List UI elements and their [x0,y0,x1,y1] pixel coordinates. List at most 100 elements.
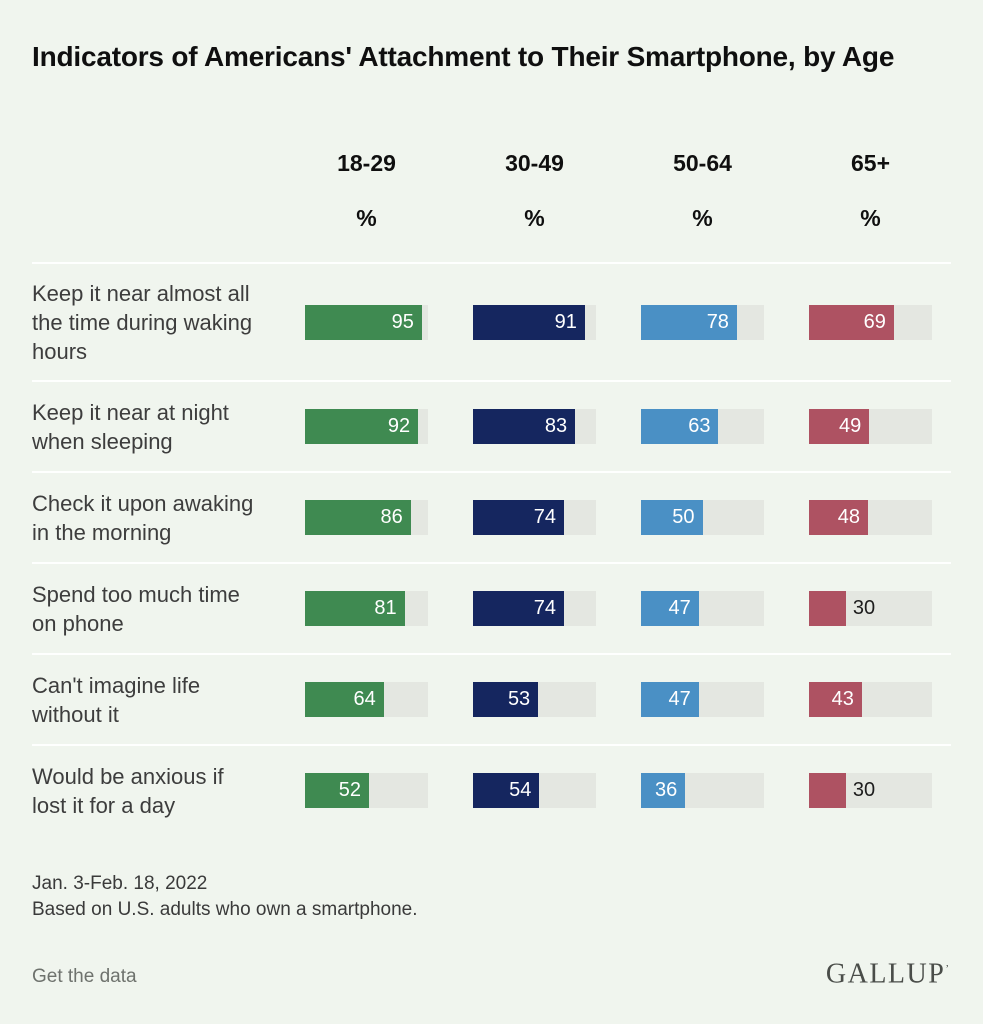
column-headers: 18-29 % 30-49 % 50-64 % 65+ % [32,150,951,232]
column-label: 50-64 [673,150,732,176]
bar-65-plus: 30 [809,591,932,626]
bar-65-plus: 49 [809,409,932,444]
bar-value-label: 36 [655,779,678,801]
bottom-bar: Get the data GALLUP’ [32,955,951,988]
bar-fill: 47 [641,682,699,717]
gallup-logo: GALLUP’ [826,955,949,988]
bar-value-label: 52 [338,779,361,801]
chart-title: Indicators of Americans' Attachment to T… [32,41,895,72]
bar-30-49: 83 [473,409,596,444]
bar-fill: 30 [809,773,875,808]
bar-50-64: 47 [641,591,764,626]
bar-50-64: 47 [641,682,764,717]
survey-date: Jan. 3-Feb. 18, 2022 [32,873,208,894]
bar-fill: 92 [305,409,419,444]
bar-fill: 36 [641,773,686,808]
survey-note: Based on U.S. adults who own a smartphon… [32,899,418,920]
bar-18-29: 86 [305,500,428,535]
chart-row-keep-near-waking: Keep it near almost all the time during … [32,262,951,380]
bar-fill: 78 [641,304,737,340]
bar-fill: 52 [305,773,369,808]
get-the-data-link[interactable]: Get the data [32,966,137,988]
bar-fill: 91 [473,304,585,340]
percent-sign: % [692,205,713,231]
bar-fill: 95 [305,304,422,340]
bar-50-64: 50 [641,500,764,535]
bar-fill: 74 [473,500,565,535]
bar-value-label: 91 [554,310,577,333]
bar-value-label: 30 [852,597,876,619]
gallup-logo-text: GALLUP [825,958,946,990]
column-label: 65+ [850,150,890,176]
bar-fill: 50 [641,500,703,535]
bar-value-label: 83 [544,415,568,437]
bar-65-plus: 30 [809,773,932,808]
bar-50-64: 78 [641,304,764,340]
row-label: Would be anxious if lost it for a day [32,763,224,818]
bar-18-29: 92 [305,409,428,444]
bar-value-label: 78 [706,310,729,333]
chart-body: Keep it near almost all the time during … [32,262,951,835]
bar-30-49: 74 [473,591,596,626]
percent-sign: % [860,205,881,231]
chart-footnote: Jan. 3-Feb. 18, 2022 Based on U.S. adult… [32,871,951,923]
bar-fill: 64 [305,682,384,717]
chart-row-keep-near-night: Keep it near at night when sleeping 92 8… [32,380,951,471]
bar-value-label: 30 [852,779,876,801]
bar-fill: 48 [809,500,869,535]
bar-value-label: 43 [831,688,854,710]
row-label: Spend too much time on phone [32,581,240,636]
column-header-50-64: 50-64 % [641,150,764,232]
bar-value-label: 74 [533,506,557,528]
bar-value-label: 54 [509,779,532,801]
row-label: Check it upon awaking in the morning [32,490,254,545]
bar-65-plus: 48 [809,500,932,535]
bar-fill: 63 [641,409,719,444]
gallup-trademark-mark: ’ [945,963,949,975]
bar-value-label: 81 [374,597,397,619]
bar-18-29: 52 [305,773,428,808]
bar-30-49: 91 [473,304,596,340]
column-label: 30-49 [505,150,564,176]
bar-65-plus: 69 [809,304,932,340]
bar-30-49: 74 [473,500,596,535]
bar-fill: 49 [809,409,870,444]
bar-fill: 81 [305,591,405,626]
bar-value-label: 69 [863,310,886,333]
bar-fill: 47 [641,591,699,626]
bar-value-label: 74 [533,597,557,619]
column-header-30-49: 30-49 % [473,150,596,232]
bar-fill: 54 [473,773,540,808]
header-spacer [32,150,260,232]
chart-row-cant-imagine-life: Can't imagine life without it 64 53 47 4… [32,653,951,744]
bar-fill: 43 [809,682,862,717]
bar-fill: 30 [809,591,875,626]
bar-18-29: 64 [305,682,428,717]
bar-65-plus: 43 [809,682,932,717]
percent-sign: % [356,205,377,231]
bar-value-label: 47 [668,688,691,710]
bar-fill: 86 [305,500,411,535]
bar-value-label: 53 [507,688,531,710]
column-label: 18-29 [337,150,396,176]
bar-50-64: 36 [641,773,764,808]
chart-row-check-upon-awaking: Check it upon awaking in the morning 86 … [32,471,951,562]
column-header-18-29: 18-29 % [305,150,428,232]
bar-value-label: 48 [837,506,861,528]
percent-sign: % [524,205,545,231]
row-label: Can't imagine life without it [32,672,201,727]
bar-value-label: 49 [839,415,862,437]
bar-18-29: 81 [305,591,428,626]
bar-value-label: 95 [391,310,414,333]
chart-row-too-much-time: Spend too much time on phone 81 74 47 30 [32,562,951,653]
bar-30-49: 53 [473,682,596,717]
bar-fill: 69 [809,304,894,340]
bar-value-label: 86 [380,506,403,528]
bar-50-64: 63 [641,409,764,444]
row-label: Keep it near almost all the time during … [32,280,253,364]
chart-row-anxious-if-lost: Would be anxious if lost it for a day 52… [32,744,951,835]
bar-value-label: 92 [387,415,411,437]
bar-30-49: 54 [473,773,596,808]
bar-value-label: 63 [688,415,711,437]
